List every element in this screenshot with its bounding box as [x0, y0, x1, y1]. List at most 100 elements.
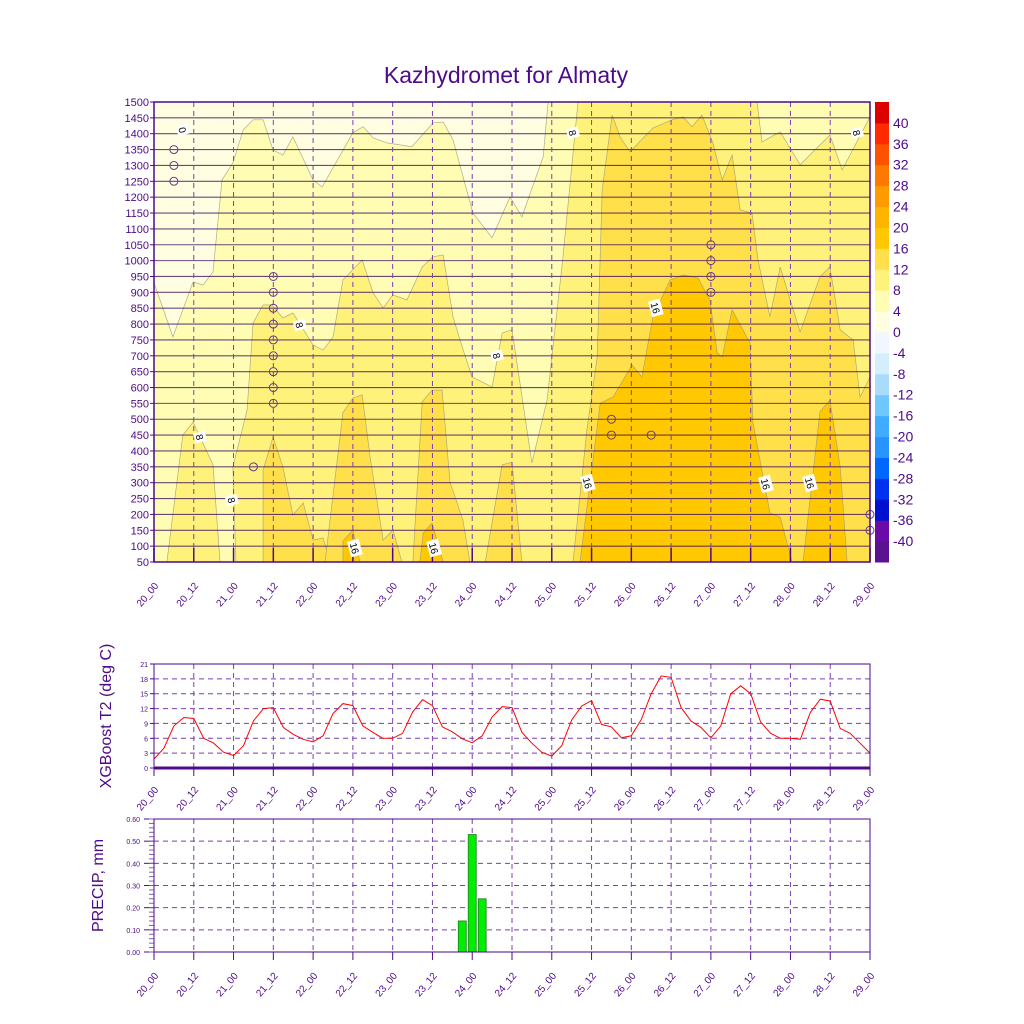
y-tick-label: 150: [131, 525, 149, 537]
y-tick-label: 0.10: [126, 928, 140, 935]
y-tick-label: 0.40: [126, 861, 140, 868]
calm-wind-marker: [268, 351, 278, 361]
contour-label-text: 8: [566, 129, 578, 138]
y-tick-label: 0.20: [126, 906, 140, 913]
x-tick-label: 26_00: [612, 785, 639, 814]
colorbar-label: 32: [893, 157, 909, 173]
x-tick-label: 21_12: [254, 581, 281, 610]
x-tick-label: 27_00: [692, 785, 719, 814]
calm-wind-marker: [646, 430, 656, 440]
contour-label: 8: [566, 126, 581, 140]
x-tick-label: 23_00: [374, 971, 401, 1000]
colorbar-swatch: [875, 520, 889, 542]
y-tick-label: 9: [144, 721, 148, 728]
x-tick-label: 26_00: [612, 581, 639, 610]
colorbar-label: 28: [893, 178, 909, 194]
colorbar-label: -40: [893, 533, 913, 549]
colorbar-swatch: [875, 541, 889, 563]
precip-bar: [477, 898, 487, 953]
x-tick-label: 29_00: [851, 971, 878, 1000]
x-tick-label: 27_12: [732, 785, 759, 814]
y-tick-label: 6: [144, 736, 148, 743]
colorbar-swatch: [875, 185, 889, 208]
contour-label: 16: [426, 538, 442, 558]
y-tick-label: 1150: [125, 208, 149, 220]
x-tick-label: 29_00: [851, 785, 878, 814]
colorbar-swatch: [875, 394, 889, 417]
y-tick-label: 800: [131, 319, 149, 331]
colorbar-label: 40: [893, 115, 909, 131]
x-tick-label: 21_00: [215, 785, 242, 814]
calm-wind-marker: [606, 430, 616, 440]
x-tick-label: 25_12: [573, 971, 600, 1000]
x-tick-label: 23_12: [413, 971, 440, 1000]
x-tick-label: 23_12: [413, 581, 440, 610]
contour-label-bg: [647, 298, 664, 318]
x-tick-label: 20_12: [175, 581, 202, 610]
x-tick-label: 22_00: [294, 971, 321, 1000]
y-tick-label: 750: [131, 335, 149, 347]
plot-frame: [153, 101, 871, 563]
calm-wind-marker: [706, 240, 716, 250]
colorbar-swatch: [875, 227, 889, 249]
x-tick-label: 25_00: [533, 785, 560, 814]
precip-bar: [467, 834, 477, 953]
contour-label: 8: [849, 126, 865, 140]
colorbar-swatch: [875, 164, 889, 187]
calm-wind-marker: [706, 287, 716, 297]
x-tick-label: 22_00: [294, 581, 321, 610]
contour-label-bg: [175, 123, 190, 137]
contour-label-bg: [489, 349, 505, 363]
x-tick-label: 25_00: [533, 581, 560, 610]
x-tick-label: 25_12: [573, 581, 600, 610]
y-axis-label: PRECIP, mm: [90, 839, 107, 932]
y-tick-label: 300: [131, 478, 149, 490]
x-tick-label: 20_00: [135, 785, 162, 814]
colorbar-label: -20: [893, 429, 913, 445]
y-tick-label: 0.30: [126, 884, 140, 891]
x-tick-label: 20_00: [135, 971, 162, 1000]
calm-wind-marker: [169, 176, 179, 186]
x-tick-label: 24_12: [493, 581, 520, 610]
y-tick-label: 0: [144, 766, 148, 773]
x-tick-label: 21_00: [215, 581, 242, 610]
contour-label-bg: [758, 474, 774, 494]
x-tick-label: 28_00: [771, 971, 798, 1000]
contour-fill-0-4: [154, 102, 549, 338]
contour-label: 8: [193, 430, 208, 444]
y-tick-label: 550: [131, 398, 149, 410]
colorbar-swatch: [875, 436, 889, 458]
y-tick-label: 600: [131, 383, 149, 395]
plot-frame: [153, 663, 871, 769]
y-tick-label: 950: [131, 271, 149, 283]
y-tick-label: 1450: [125, 113, 149, 125]
y-tick-label: 850: [131, 303, 149, 315]
y-tick-label: 100: [131, 541, 149, 553]
y-tick-label: 1250: [125, 176, 149, 188]
y-tick-label: 50: [137, 557, 149, 569]
x-tick-label: 28_12: [811, 581, 838, 610]
colorbar-label: 24: [893, 199, 909, 215]
contour-label-bg: [347, 538, 363, 558]
colorbar-swatch: [875, 332, 889, 354]
calm-wind-marker: [606, 414, 616, 424]
calm-wind-marker: [248, 462, 258, 472]
x-tick-label: 22_12: [334, 785, 361, 814]
t2-series-line: [153, 675, 871, 760]
colorbar-label: 12: [893, 261, 909, 277]
y-tick-label: 18: [140, 677, 148, 684]
colorbar-label: 36: [893, 136, 909, 152]
contour-label-bg: [426, 538, 442, 558]
y-tick-label: 15: [140, 692, 148, 699]
colorbar-label: -36: [893, 512, 913, 528]
colorbar-label: -28: [893, 470, 913, 486]
colorbar-swatch: [875, 269, 889, 291]
contour-label-text: 16: [580, 477, 594, 491]
y-tick-label: 700: [131, 351, 149, 363]
contour-label-bg: [849, 126, 865, 140]
contour-label-bg: [580, 473, 596, 493]
contour-label-text: 8: [850, 129, 862, 138]
calm-wind-marker: [268, 287, 278, 297]
x-tick-label: 25_12: [573, 785, 600, 814]
